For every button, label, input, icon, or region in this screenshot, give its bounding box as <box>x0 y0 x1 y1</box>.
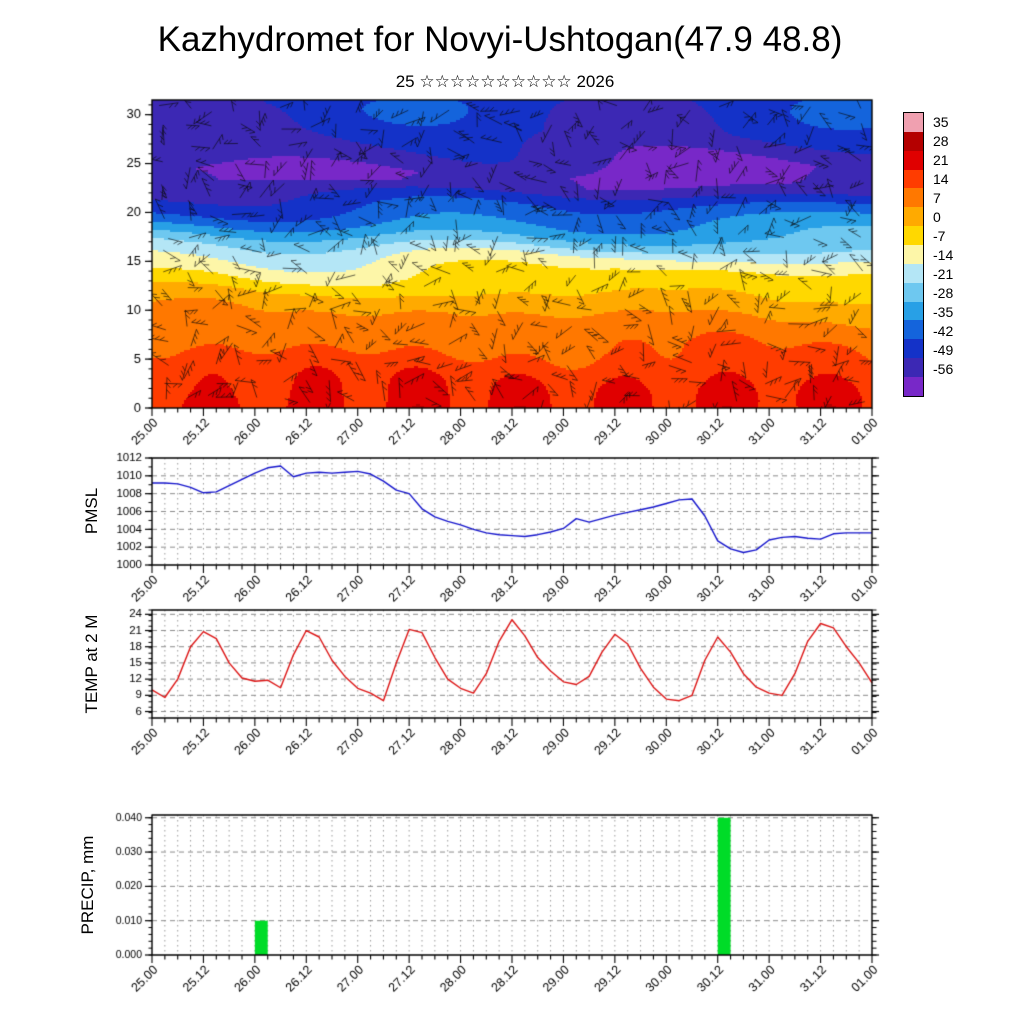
colorbar-label: -49 <box>933 341 954 358</box>
colorbar-cell <box>904 169 923 189</box>
colorbar-cell <box>904 358 923 378</box>
colorbar-label: 21 <box>933 151 949 168</box>
colorbar-cell <box>904 226 923 246</box>
colorbar-cell <box>904 150 923 170</box>
precip-axis-label: PRECIP, mm <box>78 835 97 935</box>
colorbar-cell <box>904 282 923 302</box>
colorbar-cell <box>904 339 923 359</box>
colorbar <box>903 112 924 397</box>
colorbar-label: -42 <box>933 322 954 339</box>
colorbar-label: 7 <box>933 189 941 206</box>
colorbar-label: 0 <box>933 208 941 225</box>
colorbar-cell <box>904 320 923 340</box>
colorbar-label: -21 <box>933 265 954 282</box>
colorbar-cell <box>904 131 923 151</box>
colorbar-label: -56 <box>933 360 954 377</box>
colorbar-cell <box>904 207 923 227</box>
colorbar-label: -35 <box>933 303 954 320</box>
colorbar-cell <box>904 377 923 396</box>
colorbar-cell <box>904 245 923 264</box>
pmsl-axis-label: PMSL <box>82 487 101 535</box>
colorbar-label: -28 <box>933 284 954 301</box>
colorbar-label: 14 <box>933 170 949 187</box>
colorbar-label: -14 <box>933 246 954 263</box>
colorbar-cell <box>904 113 923 132</box>
colorbar-cell <box>904 301 923 321</box>
colorbar-label: 35 <box>933 113 949 130</box>
colorbar-labels: 35 28 21 14 7 0 -7 -14 -21 -28 -35 -42 -49 -56 <box>933 112 977 402</box>
colorbar-cell <box>904 263 923 283</box>
colorbar-label: 28 <box>933 132 949 149</box>
temp-axis-label: TEMP at 2 M <box>82 614 101 714</box>
colorbar-cell <box>904 188 923 208</box>
colorbar-label: -7 <box>933 227 946 244</box>
